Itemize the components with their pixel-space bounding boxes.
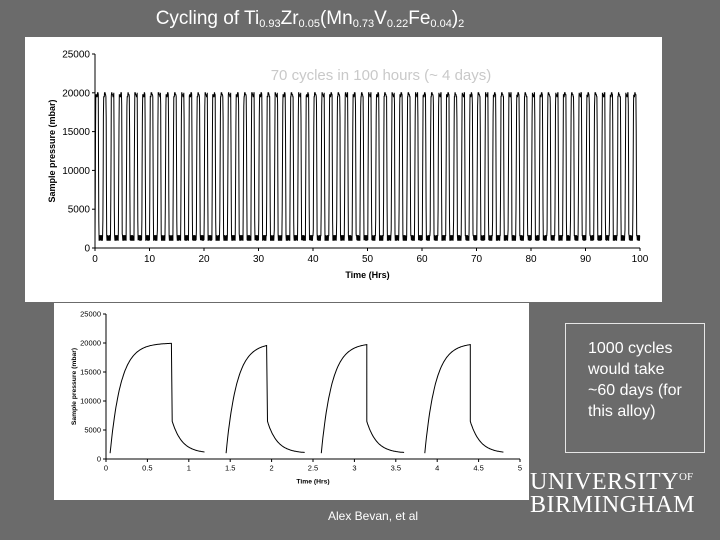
- y-tick-label: 25000: [80, 310, 101, 319]
- y-axis-label: Sample pressure (mbar): [71, 348, 78, 425]
- title-subscript: 0.22: [386, 18, 409, 30]
- x-tick-label: 50: [362, 254, 374, 265]
- y-tick-label: 20000: [62, 88, 90, 99]
- x-tick-label: 40: [307, 254, 319, 265]
- x-tick-label: 4: [435, 464, 439, 473]
- y-tick-label: 10000: [62, 166, 90, 177]
- author-credit: Alex Bevan, et al: [328, 509, 419, 523]
- pressure-series-line: [94, 92, 641, 241]
- title-text: Cycling of Ti: [155, 8, 260, 29]
- note-line: 1000 cycles: [588, 340, 673, 357]
- logo-university: UNIVERSITY: [530, 469, 679, 495]
- y-tick-label: 15000: [80, 368, 101, 377]
- chart-annotation: 70 cycles in 100 hours (~ 4 days): [271, 67, 492, 84]
- x-axis-label: Time (Hrs): [296, 479, 329, 486]
- note-line: ~60 days (for: [588, 382, 682, 399]
- title-subscript: 2: [458, 18, 465, 30]
- x-tick-label: 0.5: [142, 464, 152, 473]
- x-tick-label: 3.5: [391, 464, 401, 473]
- x-tick-label: 20: [198, 254, 210, 265]
- top-cycling-chart: 0 5000 10000 15000 20000 25000 0 10 20 30 40 50 60 70…: [47, 50, 649, 281]
- title-text: V: [374, 8, 387, 29]
- title-subscript: 0.04: [430, 18, 452, 30]
- y-tick-label: 15000: [62, 127, 90, 138]
- slide-title: Cycling of Ti0.93Zr0.05(Mn0.73V0.22Fe0.0…: [0, 8, 620, 30]
- y-tick-label: 10000: [80, 397, 101, 406]
- cycle-line: [109, 342, 205, 454]
- x-tick-label: 10: [144, 254, 156, 265]
- x-tick-label: 4.5: [473, 464, 483, 473]
- university-logo: UNIVERSITYOF BIRMINGHAM: [530, 466, 710, 517]
- y-tick-label: 0: [84, 244, 90, 255]
- title-text: ): [451, 8, 459, 29]
- title-text: (Mn: [319, 8, 353, 29]
- y-tick-label: 20000: [80, 339, 101, 348]
- y-tick-label: 5000: [68, 205, 91, 216]
- title-text: Zr: [280, 8, 299, 29]
- top-chart-panel: 0 5000 10000 15000 20000 25000 0 10 20 30 40 50 60 70…: [25, 37, 662, 302]
- y-axis-label: Sample pressure (mbar): [47, 99, 57, 202]
- x-tick-label: 2: [270, 464, 274, 473]
- y-tick-label: 25000: [62, 50, 90, 61]
- title-subscript: 0.05: [298, 18, 320, 30]
- x-tick-label: 3: [352, 464, 356, 473]
- x-tick-label: 5: [518, 464, 522, 473]
- x-tick-label: 0: [92, 254, 98, 265]
- x-tick-label: 1.5: [225, 464, 235, 473]
- x-tick-label: 0: [104, 464, 108, 473]
- x-tick-label: 1: [187, 464, 191, 473]
- cycle-line: [320, 344, 405, 454]
- title-subscript: 0.93: [259, 18, 281, 30]
- y-tick-label: 5000: [84, 426, 101, 435]
- x-tick-label: 100: [632, 254, 649, 265]
- logo-birmingham: BIRMINGHAM: [530, 492, 696, 518]
- cycle-line: [424, 344, 504, 454]
- x-tick-label: 30: [253, 254, 265, 265]
- x-tick-label: 70: [471, 254, 483, 265]
- x-tick-label: 90: [580, 254, 592, 265]
- bottom-chart-panel: 0 5000 10000 15000 20000 25000 0 0.5 1 1.5 2 2.5 3 3.…: [54, 303, 529, 500]
- title-text: Fe: [408, 8, 431, 29]
- title-subscript: 0.73: [352, 18, 375, 30]
- cycle-line: [225, 344, 305, 454]
- logo-of: OF: [679, 471, 694, 483]
- x-tick-label: 2.5: [308, 464, 318, 473]
- y-tick-label: 0: [97, 455, 101, 464]
- note-line: this alloy): [588, 403, 656, 420]
- note-box: 1000 cycles would take ~60 days (for thi…: [565, 323, 705, 453]
- x-axis-label: Time (Hrs): [345, 270, 389, 280]
- bottom-cycling-chart: 0 5000 10000 15000 20000 25000 0 0.5 1 1.5 2 2.5 3 3.…: [71, 310, 522, 486]
- x-tick-label: 80: [525, 254, 537, 265]
- note-line: would take: [588, 361, 665, 378]
- x-tick-label: 60: [416, 254, 428, 265]
